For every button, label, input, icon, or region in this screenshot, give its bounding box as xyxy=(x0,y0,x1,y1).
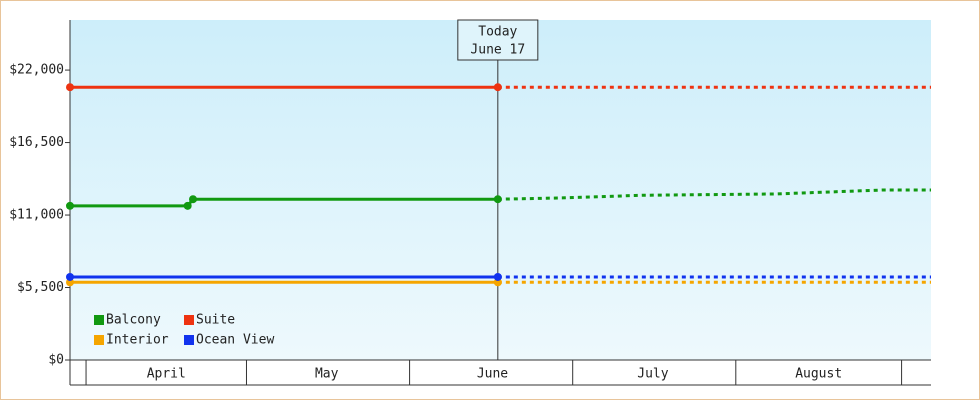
series-line xyxy=(70,197,498,208)
point xyxy=(493,272,502,281)
x-tick-label: June xyxy=(477,367,508,382)
legend-label: Balcony xyxy=(106,313,161,328)
x-tick-label: July xyxy=(637,367,668,382)
forecast-line xyxy=(497,188,931,201)
x-tick-label: May xyxy=(315,367,339,382)
legend-swatch xyxy=(94,315,104,325)
x-tick-label: August xyxy=(795,367,842,382)
legend-swatch xyxy=(184,335,194,345)
today-label: Today xyxy=(478,25,517,40)
legend-label: Ocean View xyxy=(196,333,274,348)
today-label: June 17 xyxy=(470,43,525,58)
plot-area xyxy=(70,20,931,360)
point xyxy=(493,195,502,204)
y-tick-label: $0 xyxy=(48,353,64,368)
point xyxy=(493,83,502,92)
point xyxy=(66,272,74,281)
y-tick-label: $22,000 xyxy=(9,63,64,78)
legend-swatch xyxy=(94,335,104,345)
legend-label: Suite xyxy=(196,313,235,328)
today-box xyxy=(457,19,539,61)
point xyxy=(189,195,197,204)
legend-label: Interior xyxy=(106,333,169,348)
point xyxy=(66,201,74,210)
point xyxy=(183,201,192,210)
y-tick-label: $11,000 xyxy=(9,208,64,223)
y-tick-label: $5,500 xyxy=(17,280,64,295)
y-tick-label: $16,500 xyxy=(9,135,64,150)
legend-swatch xyxy=(184,315,194,325)
point xyxy=(66,83,74,92)
x-tick-label: April xyxy=(147,367,186,382)
